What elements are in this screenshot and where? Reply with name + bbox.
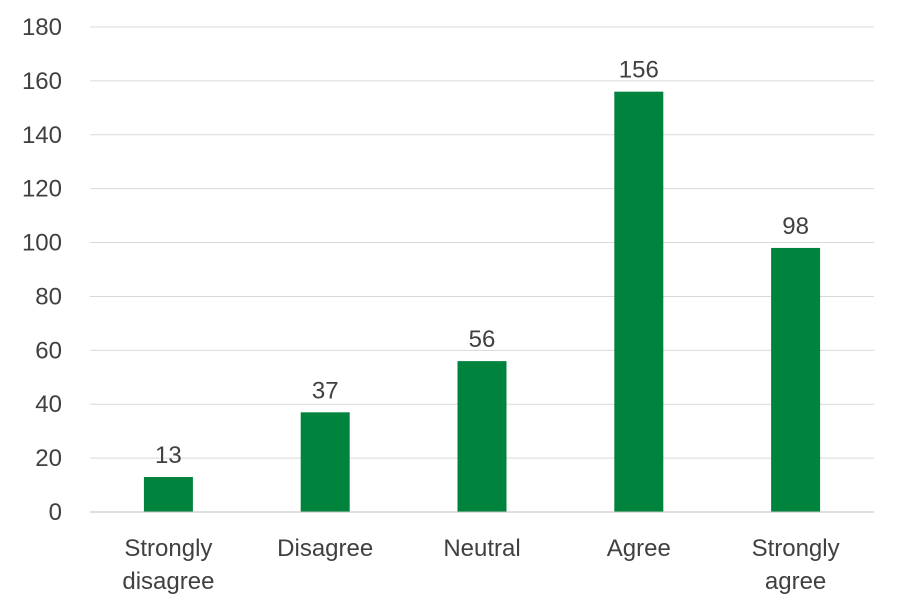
data-label: 156 [619,57,659,84]
bar [771,247,821,512]
bar [614,91,664,513]
data-label: 37 [312,377,339,404]
y-tick-label: 80 [35,283,62,310]
category-label-line: Disagree [277,535,373,562]
y-tick-label: 120 [22,176,62,203]
category-label: Agree [607,535,671,562]
y-axis-ticks: 0 20 40 60 80 100 120 140 160 180 [22,14,62,526]
bar [457,361,507,512]
data-label: 98 [782,213,809,240]
category-label: Disagree [277,535,373,562]
category-label-line: disagree [122,568,214,595]
bar [300,412,350,512]
y-tick-label: 60 [35,337,62,364]
category-label: Strongly agree [752,535,840,595]
category-label: Neutral [443,535,520,562]
y-tick-label: 40 [35,391,62,418]
category-label: Strongly disagree [122,535,214,595]
y-tick-label: 20 [35,445,62,472]
data-labels: 13 37 56 156 98 [155,57,809,469]
category-labels: Strongly disagree Disagree Neutral Agree Stro… [122,535,839,595]
y-tick-label: 100 [22,230,62,257]
category-label-line: Agree [607,535,671,562]
category-label-line: Strongly [124,535,212,562]
bar [143,476,193,512]
category-label-line: Strongly [752,535,840,562]
data-label: 13 [155,442,182,469]
y-tick-label: 140 [22,122,62,149]
y-tick-label: 0 [49,499,62,526]
category-label-line: Neutral [443,535,520,562]
y-tick-label: 180 [22,14,62,41]
bars [143,91,821,513]
data-label: 56 [469,326,496,353]
category-label-line: agree [765,568,826,595]
y-tick-label: 160 [22,68,62,95]
gridlines [90,26,874,459]
